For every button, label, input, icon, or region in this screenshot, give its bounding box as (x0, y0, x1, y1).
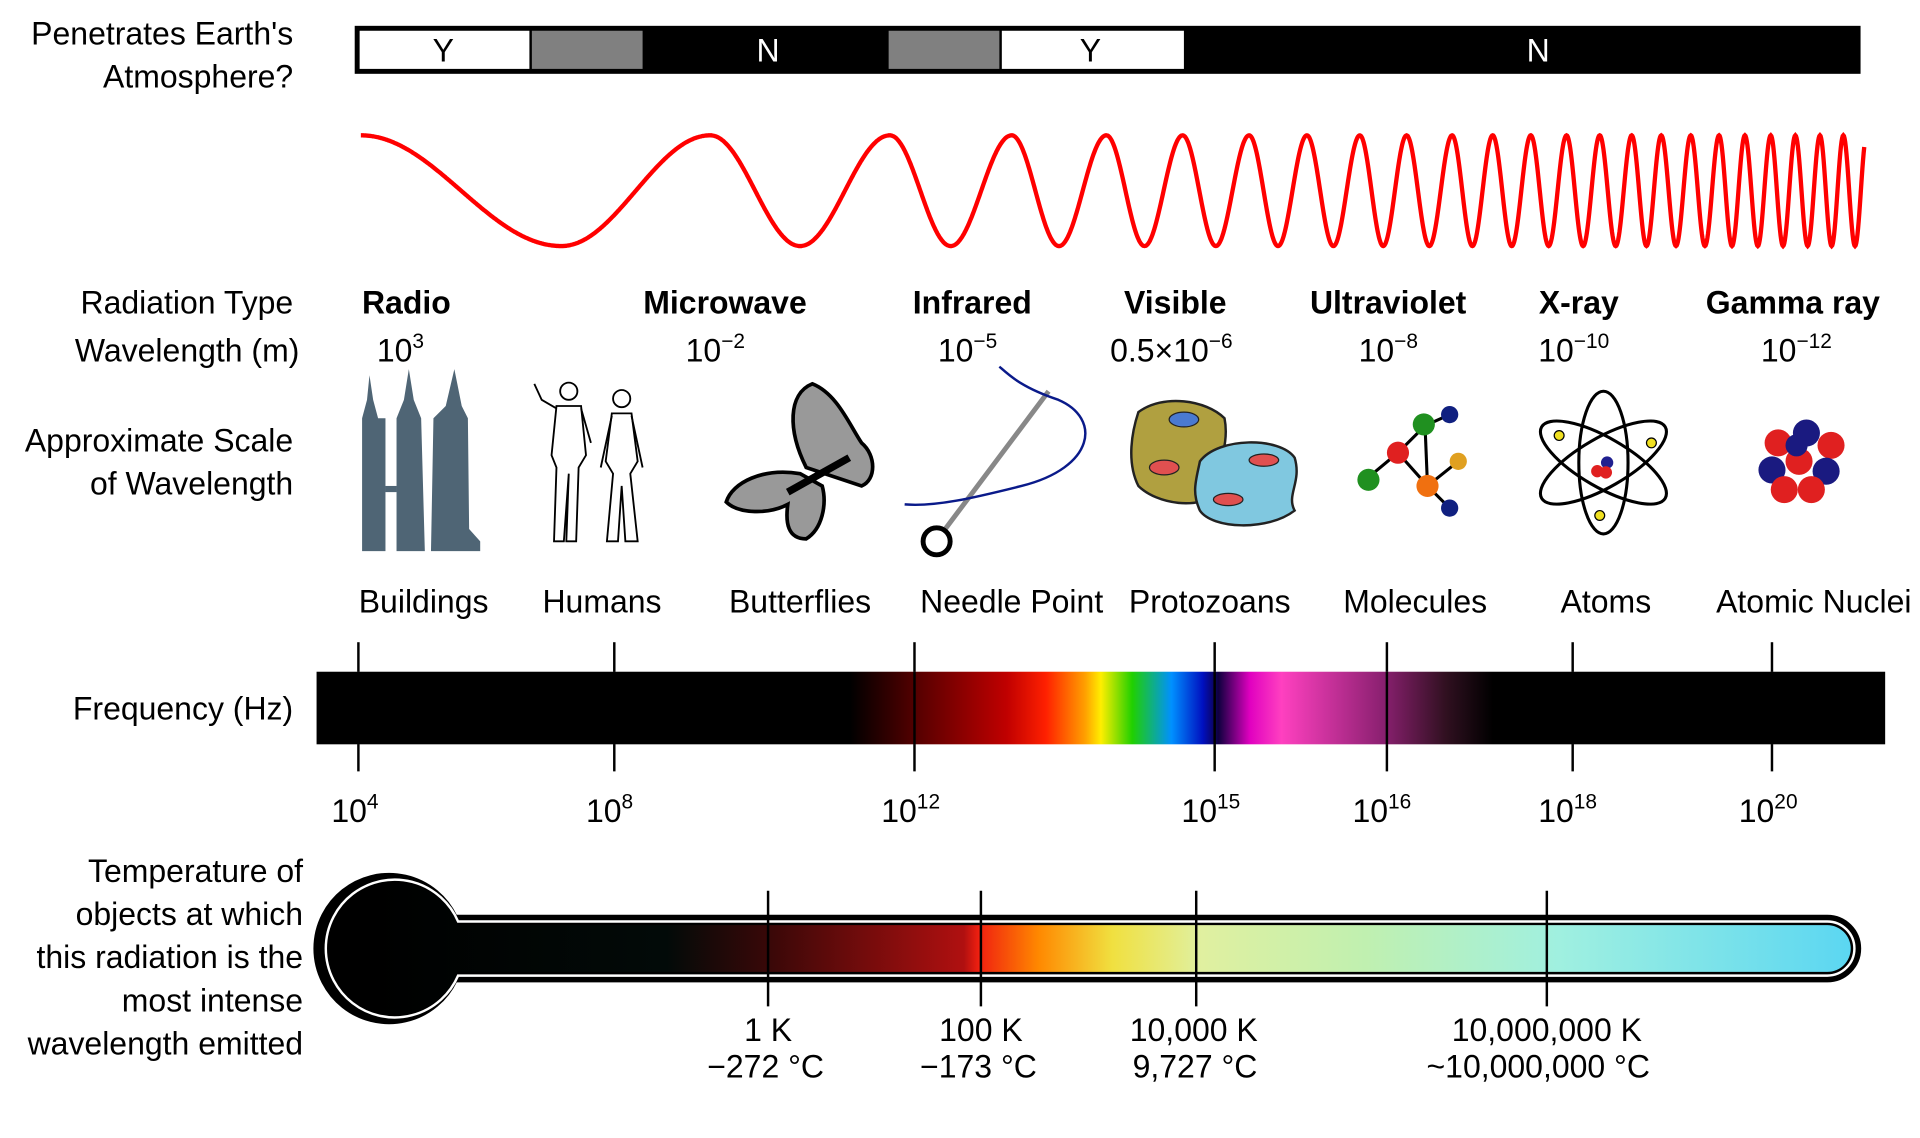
frequency-ticks (357, 642, 1774, 772)
scale-object-label: Butterflies (729, 584, 871, 620)
radiation-type-name: Radio (362, 285, 451, 321)
temperature-label-line: this radiation is the (36, 939, 303, 975)
radiation-type-name: Visible (1124, 285, 1226, 321)
protozoan-icon (1130, 399, 1298, 527)
temperature-kelvin: 10,000,000 K (1452, 1012, 1642, 1048)
temperature-celsius: 9,727 °C (1133, 1049, 1258, 1085)
wavelength-value: 103 (377, 330, 424, 369)
temperature-celsius: −272 °C (707, 1049, 824, 1085)
atom-icon (1538, 389, 1668, 536)
radiation-type-name: X-ray (1539, 285, 1619, 321)
temperature-kelvin: 1 K (744, 1012, 792, 1048)
butterfly-icon (724, 381, 875, 541)
atmosphere-segment-partial (888, 30, 1000, 69)
buildings-icon (362, 369, 481, 552)
temperature-celsius: −173 °C (920, 1049, 1037, 1085)
atmosphere-segment-label: N (1527, 33, 1550, 69)
needle-icon (904, 365, 1087, 558)
atmosphere-label-line1: Penetrates Earth's (31, 15, 293, 51)
radiation-type-name: Microwave (643, 285, 806, 321)
scale-label-line1: Approximate Scale (25, 423, 293, 459)
scale-label-line2: of Wavelength (90, 466, 293, 502)
frequency-tick-label: 104 (331, 790, 379, 829)
nucleus-icon (1758, 419, 1845, 504)
frequency-tick-label: 1018 (1538, 790, 1597, 829)
temperature-label-line: objects at which (76, 896, 303, 932)
scale-object-label: Atoms (1561, 584, 1652, 620)
atmosphere-segment-partial (531, 30, 643, 69)
atmosphere-bar: Y N Y N (354, 25, 1861, 74)
wavelength-label: Wavelength (m) (75, 333, 299, 369)
scale-object-label: Molecules (1343, 584, 1487, 620)
radiation-type-name: Infrared (913, 285, 1032, 321)
frequency-tick-label: 108 (586, 790, 633, 829)
frequency-spectrum-bar (316, 671, 1886, 745)
atmosphere-segment-yes (1001, 30, 1184, 69)
wavelength-value: 0.5×10−6 (1110, 330, 1233, 369)
frequency-tick-labels: 104 108 1012 1015 1016 1018 1020 (331, 790, 1797, 829)
temperature-label: Temperature of objects at which this rad… (27, 853, 304, 1061)
temperature-kelvin: 100 K (939, 1012, 1023, 1048)
frequency-tick-label: 1012 (881, 790, 940, 829)
frequency-label: Frequency (Hz) (73, 691, 293, 727)
frequency-tick-label: 1015 (1181, 790, 1240, 829)
wavelength-value: 10−5 (938, 330, 997, 369)
temperature-ticks (766, 890, 1549, 1007)
radiation-type-name: Ultraviolet (1310, 285, 1467, 321)
atmosphere-segment-yes (359, 30, 530, 69)
temperature-label-line: wavelength emitted (27, 1025, 303, 1061)
wavelength-value: 10−10 (1538, 330, 1609, 369)
atmosphere-label-line2: Atmosphere? (103, 58, 293, 94)
radiation-type-name: Gamma ray (1706, 285, 1880, 321)
wavelength-value: 10−12 (1761, 330, 1832, 369)
molecule-icon (1357, 405, 1467, 517)
wave-line (360, 131, 1867, 250)
atmosphere-segment-label: N (757, 33, 780, 69)
thermometer (313, 872, 1862, 1025)
radiation-type-label: Radiation Type (81, 285, 294, 321)
atmosphere-segment-label: Y (433, 33, 454, 69)
temperature-label-line: most intense (122, 982, 303, 1018)
frequency-tick-label: 1016 (1352, 790, 1411, 829)
scale-object-label: Needle Point (920, 584, 1103, 620)
temperature-celsius: ~10,000,000 °C (1427, 1049, 1650, 1085)
wavelength-value: 10−2 (686, 330, 745, 369)
frequency-tick-label: 1020 (1739, 790, 1798, 829)
scale-object-label: Atomic Nuclei (1716, 584, 1911, 620)
scale-object-label: Humans (542, 584, 661, 620)
atmosphere-segment-label: Y (1080, 33, 1101, 69)
temperature-kelvin: 10,000 K (1130, 1012, 1258, 1048)
temperature-label-line: Temperature of (88, 853, 303, 889)
wavelength-values: 103 10−2 10−5 0.5×10−6 10−8 10−10 10−12 (377, 330, 1832, 369)
scale-object-label: Protozoans (1129, 584, 1291, 620)
humans-icon (533, 381, 644, 543)
wavelength-value: 10−8 (1359, 330, 1418, 369)
scale-object-label: Buildings (359, 584, 489, 620)
